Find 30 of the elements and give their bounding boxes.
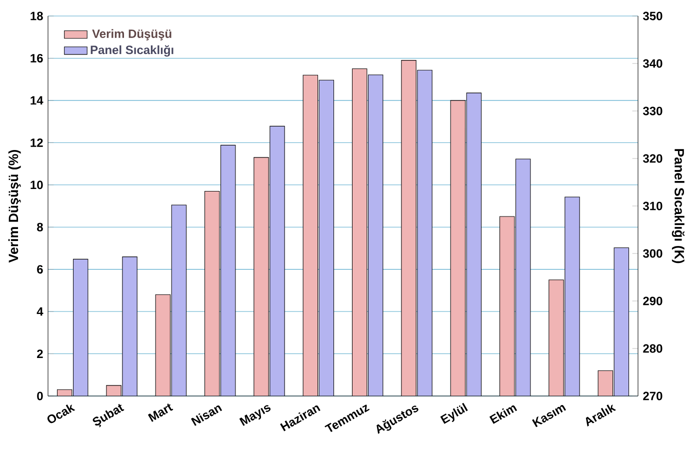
y-tick-label: 16 (30, 54, 43, 62)
y2-tick-label: 270 (643, 392, 662, 400)
legend-label: Panel Sıcaklığı (90, 45, 174, 57)
y2-tick-label: 280 (643, 344, 662, 353)
y2-tick-label: 300 (642, 249, 662, 258)
x-tick-label: Mart (148, 404, 174, 422)
y-tick-label: 10 (30, 180, 43, 190)
bar (598, 370, 614, 396)
bar (352, 68, 367, 396)
y2-tick-label: 310 (642, 202, 662, 210)
y2-tick-label: 320 (642, 154, 662, 163)
y-tick-label: 8 (37, 222, 43, 232)
y-tick-label: 4 (36, 307, 44, 316)
y-tick-label: 14 (30, 96, 44, 105)
y-tick-label: 6 (37, 265, 43, 274)
y2-tick-label: 350 (642, 12, 662, 20)
y2-tick-label: 330 (642, 106, 662, 116)
x-tick-label: Ocak (47, 404, 76, 424)
y-tick-label: 18 (30, 12, 43, 20)
legend-label: Verim Düşüşü (92, 29, 172, 40)
y2-tick-label: 290 (643, 296, 662, 306)
y2-tick-label: 340 (642, 59, 662, 68)
bar (500, 216, 514, 396)
x-tick-label: Ekim (489, 405, 518, 424)
bar (204, 191, 220, 396)
y-tick-label: 12 (30, 138, 43, 147)
y-axis-title: Verim Düşüşü (%) (8, 150, 21, 263)
y2-axis-title: Panel Sıcaklığı (K) (672, 149, 685, 264)
y-tick-label: 2 (37, 350, 43, 358)
y-tick-label: 0 (37, 392, 43, 400)
